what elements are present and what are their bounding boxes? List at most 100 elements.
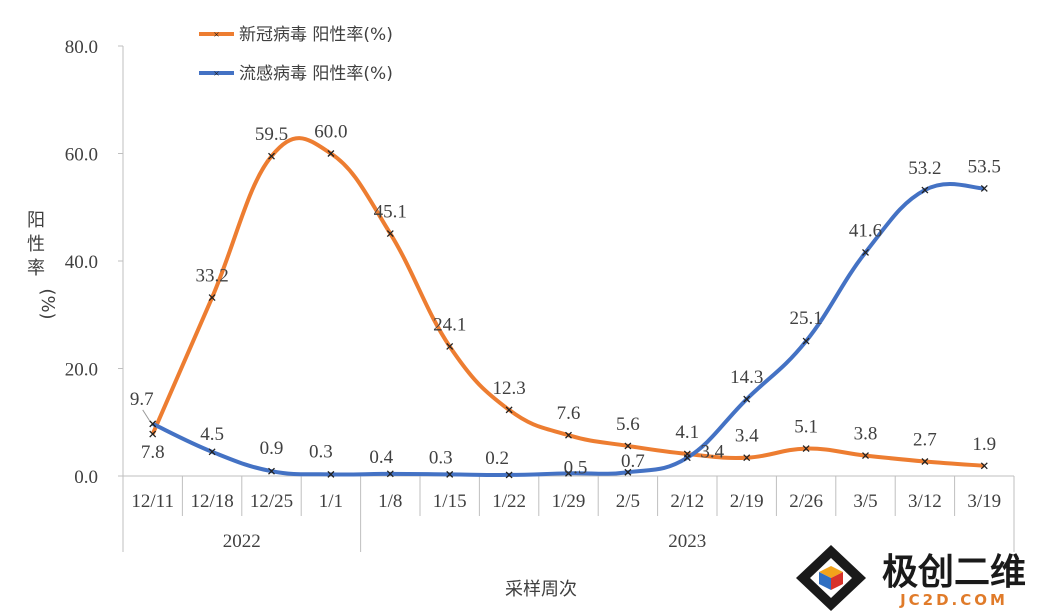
data-point (446, 343, 454, 350)
x-tick-label: 1/29 (552, 491, 586, 512)
data-label: 3.4 (735, 426, 759, 447)
y-tick-label: 60.0 (65, 145, 98, 166)
data-label: 0.9 (260, 438, 284, 459)
year-groups: 2022 2023 (223, 516, 1015, 552)
data-label: 1.9 (972, 434, 996, 455)
data-label: 41.6 (849, 220, 882, 241)
cube-logo-icon (796, 545, 866, 611)
data-label: 53.5 (968, 156, 1001, 177)
data-label: 33.2 (195, 266, 228, 287)
data-label: 7.8 (141, 442, 165, 463)
watermark-name: 极创二维 (882, 552, 1026, 593)
legend-marker-flu: × (213, 68, 219, 80)
data-label: 0.4 (369, 447, 393, 468)
data-point (149, 430, 157, 438)
data-label: 60.0 (314, 122, 347, 143)
data-label: 2.7 (913, 429, 937, 450)
data-point (268, 467, 275, 475)
data-label: 3.8 (854, 424, 878, 445)
x-tick-label: 12/25 (250, 491, 293, 512)
data-point (624, 468, 632, 476)
y-tick-label: 20.0 (65, 360, 98, 381)
x-tick-label: 1/1 (319, 491, 343, 512)
x-tick-label: 3/19 (967, 491, 1001, 512)
group-label: 2022 (223, 531, 261, 552)
y-tick-label: 0.0 (74, 467, 98, 488)
data-label: 45.1 (374, 202, 407, 223)
data-point (980, 184, 988, 192)
data-label: 0.3 (429, 447, 453, 468)
data-label: 4.1 (675, 422, 699, 443)
y-ticks: 0.0 20.0 40.0 60.0 80.0 (65, 37, 123, 488)
y-axis-unit: (%) (37, 288, 58, 319)
series-line-1 (151, 182, 985, 477)
data-point (743, 454, 751, 462)
label-leader-line (142, 409, 151, 422)
watermark-logo: 极创二维 JC2D.COM (796, 545, 1026, 611)
legend-item-flu: × 流感病毒 阳性率(%) (199, 64, 393, 84)
data-point (802, 337, 810, 345)
data-point (268, 152, 275, 160)
y-axis-title: 阳性率 (%) (27, 210, 58, 320)
x-tick-label: 2/26 (789, 491, 823, 512)
data-label: 53.2 (908, 158, 941, 179)
watermark-url: JC2D.COM (899, 591, 1008, 609)
data-point (921, 458, 929, 465)
legend-item-covid: × 新冠病毒 阳性率(%) (199, 25, 393, 45)
x-axis-title: 采样周次 (505, 579, 577, 600)
data-label: 7.6 (557, 403, 581, 424)
x-tick-label: 3/5 (853, 491, 877, 512)
data-point (505, 471, 513, 479)
x-tick-label: 12/11 (131, 491, 174, 512)
data-label: 12.3 (492, 378, 525, 399)
data-label: 4.5 (200, 424, 224, 445)
legend-marker-covid: × (213, 29, 219, 41)
data-label: 25.1 (789, 308, 822, 329)
data-label: 5.1 (794, 417, 818, 438)
x-tick-label: 2/12 (670, 491, 704, 512)
axes (122, 46, 1014, 552)
data-label: 0.2 (485, 448, 509, 469)
data-point (446, 470, 454, 478)
data-point (683, 454, 691, 462)
data-label: 59.5 (255, 124, 288, 145)
data-point (862, 248, 869, 256)
data-label: 14.3 (730, 367, 763, 388)
x-tick-label: 3/12 (908, 491, 942, 512)
data-point (862, 452, 869, 460)
x-tick-label: 1/22 (492, 491, 526, 512)
data-point (386, 470, 394, 478)
data-labels: 7.833.259.5 60.045.124.112.37.65.6 4.1 3.4 5… (130, 122, 1001, 479)
data-label: 0.5 (564, 457, 588, 478)
series-markers (149, 150, 988, 479)
svg-text:阳性率: 阳性率 (27, 210, 45, 279)
data-point (565, 469, 572, 477)
x-ticks: 12/11 12/18 12/25 1/1 1/8 1/15 1/22 1/29 2/5 2/12… (122, 476, 1015, 516)
group-label: 2023 (668, 531, 706, 552)
data-point (802, 445, 810, 453)
data-label: 0.7 (621, 451, 645, 472)
data-label: 5.6 (616, 414, 640, 435)
x-tick-label: 12/18 (190, 491, 233, 512)
data-point (980, 462, 988, 470)
data-point (149, 420, 157, 428)
data-label: 3.4 (700, 442, 724, 463)
y-tick-label: 80.0 (65, 37, 98, 58)
data-point (624, 442, 632, 450)
data-point (327, 470, 335, 478)
data-point (565, 431, 572, 439)
x-tick-label: 2/19 (730, 491, 764, 512)
legend: × 新冠病毒 阳性率(%) × 流感病毒 阳性率(%) (199, 25, 393, 84)
x-tick-label: 1/8 (378, 491, 402, 512)
x-tick-label: 2/5 (616, 491, 640, 512)
data-point (208, 448, 216, 456)
data-point (327, 150, 335, 157)
x-tick-label: 1/15 (433, 491, 467, 512)
data-point (208, 294, 216, 302)
data-point (505, 406, 513, 414)
data-label: 0.3 (309, 441, 333, 462)
y-tick-label: 40.0 (65, 252, 98, 273)
data-point (743, 395, 751, 403)
legend-label-flu: 流感病毒 阳性率(%) (239, 64, 393, 84)
legend-label-covid: 新冠病毒 阳性率(%) (239, 25, 393, 45)
